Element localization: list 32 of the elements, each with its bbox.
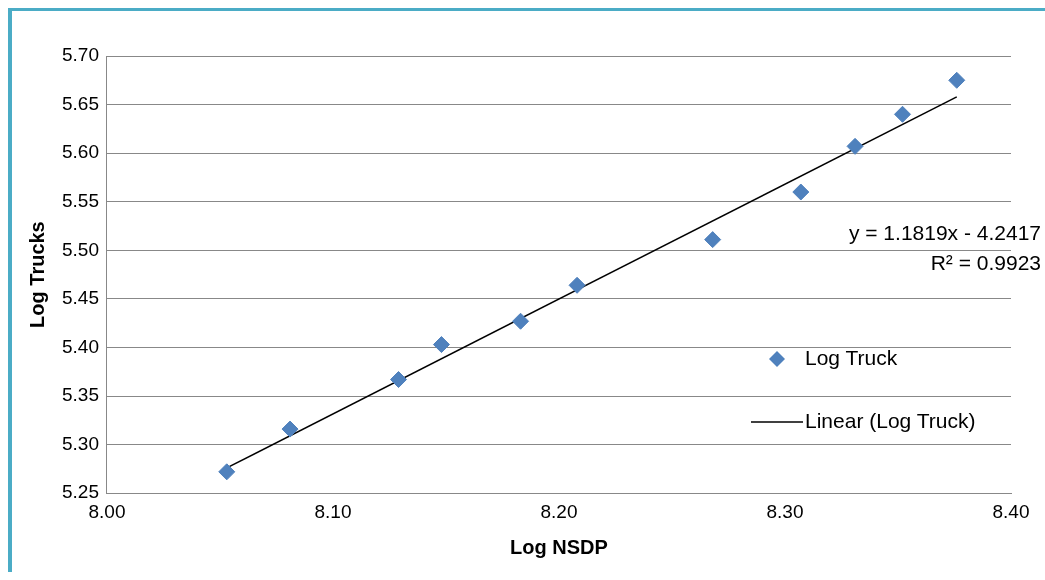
y-tick-label: 5.60 bbox=[62, 141, 99, 163]
y-tick-label: 5.50 bbox=[62, 238, 99, 260]
point bbox=[432, 336, 450, 354]
y-tick-label: 5.55 bbox=[62, 189, 99, 211]
y-tick-label: 5.65 bbox=[62, 92, 99, 114]
x-axis-title: Log NSDP bbox=[510, 535, 608, 558]
x-tick-label: 8.10 bbox=[314, 500, 352, 522]
point bbox=[218, 463, 236, 481]
annotation: y = 1.1819x - 4.2417 bbox=[848, 220, 1041, 244]
point bbox=[948, 71, 966, 89]
y-axis-title: Log Trucks bbox=[25, 221, 48, 328]
point bbox=[390, 371, 408, 389]
y-tick-label: 5.40 bbox=[62, 335, 99, 357]
y-tick-label: 5.25 bbox=[62, 481, 99, 503]
x-tick-label: 8.30 bbox=[766, 500, 804, 522]
point bbox=[568, 276, 586, 294]
annotation: R² = 0.9923 bbox=[930, 250, 1041, 274]
y-tick-label: 5.35 bbox=[62, 384, 99, 406]
point bbox=[894, 105, 912, 123]
x-tick-label: 8.00 bbox=[88, 500, 126, 522]
point bbox=[704, 231, 722, 249]
x-tick-label: 8.40 bbox=[992, 500, 1030, 522]
point bbox=[281, 420, 299, 438]
y-tick-label: 5.70 bbox=[62, 44, 99, 66]
point bbox=[512, 312, 530, 330]
y-tick-label: 5.30 bbox=[62, 432, 99, 454]
legend-label: Linear (Log Truck) bbox=[805, 408, 976, 432]
x-tick-label: 8.20 bbox=[540, 500, 578, 522]
y-tick-label: 5.45 bbox=[62, 287, 99, 309]
point bbox=[792, 183, 810, 201]
legend-label: Log Truck bbox=[805, 345, 898, 369]
point bbox=[846, 137, 864, 155]
